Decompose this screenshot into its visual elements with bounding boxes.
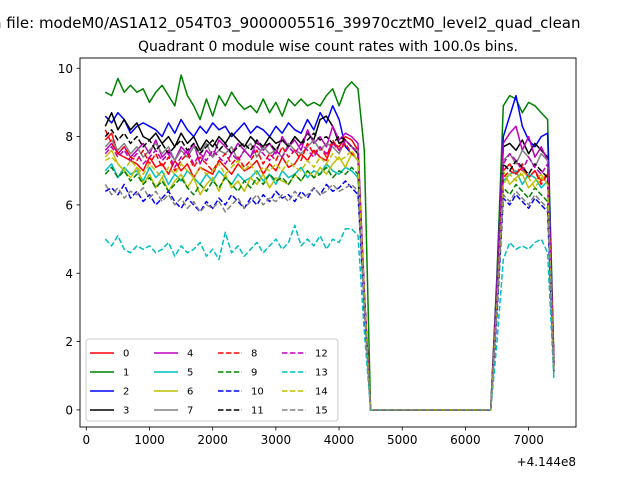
series-line-8 (104, 129, 555, 411)
y-tick-label: 6 (65, 198, 73, 212)
x-tick-label: 7000 (513, 433, 544, 447)
legend-label-8: 8 (251, 349, 257, 360)
legend-label-5: 5 (187, 368, 193, 379)
legend-label-12: 12 (315, 349, 328, 360)
x-tick-label: 4000 (324, 433, 355, 447)
x-offset-label: +4.144e8 (517, 455, 576, 469)
chart-title: Quadrant 0 module wise count rates with … (138, 39, 518, 55)
legend-label-1: 1 (123, 368, 129, 379)
x-axis: 0 1000 2000 3000 4000 5000 6000 7000 (82, 427, 544, 447)
legend-label-14: 14 (315, 387, 328, 398)
x-tick-label: 1000 (134, 433, 165, 447)
y-tick-label: 10 (58, 62, 73, 76)
legend-label-9: 9 (251, 368, 257, 379)
y-tick-label: 2 (65, 335, 73, 349)
series-line-15 (104, 183, 555, 411)
legend-label-13: 13 (315, 368, 328, 379)
series-line-14 (104, 149, 555, 411)
x-tick-label: 2000 (197, 433, 228, 447)
legend-frame (85, 338, 339, 422)
y-axis: 0 2 4 6 8 10 (58, 62, 80, 417)
legend-label-3: 3 (123, 406, 129, 417)
y-tick-label: 8 (65, 130, 73, 144)
legend-label-15: 15 (315, 406, 328, 417)
legend-label-6: 6 (187, 387, 193, 398)
x-tick-label: 3000 (261, 433, 292, 447)
legend-label-2: 2 (123, 387, 129, 398)
axes-frame (79, 57, 577, 428)
legend-label-0: 0 (123, 349, 129, 360)
x-tick-label: 6000 (450, 433, 481, 447)
legend-label-4: 4 (187, 349, 193, 360)
y-tick-label: 0 (65, 403, 73, 417)
legend-label-11: 11 (251, 406, 264, 417)
legend-label-7: 7 (187, 406, 193, 417)
figure-suptitle: n file: modeM0/AS1A12_054T03_9000005516_… (0, 14, 581, 33)
legend-label-10: 10 (251, 387, 264, 398)
series-layer (104, 74, 555, 411)
x-tick-label: 5000 (387, 433, 418, 447)
x-tick-label: 0 (82, 433, 90, 447)
y-tick-label: 4 (65, 267, 73, 281)
